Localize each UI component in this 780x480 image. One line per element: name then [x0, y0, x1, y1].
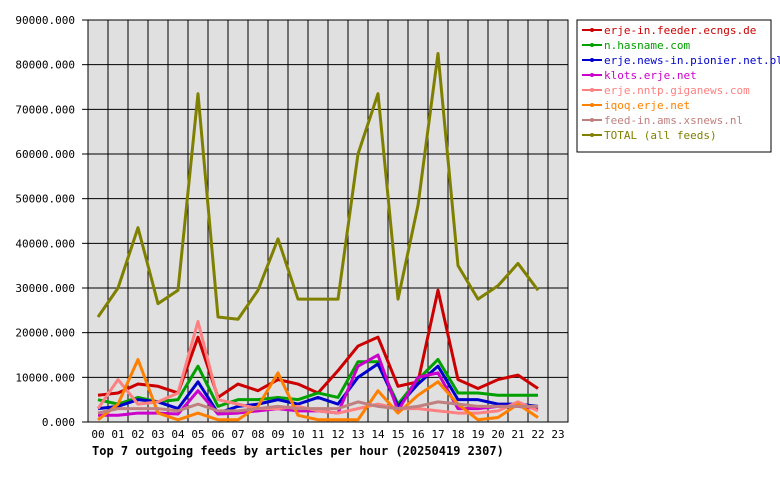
y-tick-label: 40000.000 [15, 237, 75, 250]
grid-lines [87, 19, 569, 423]
legend: erje-in.feeder.ecngs.de n.hasname.com erje… [576, 19, 780, 153]
x-tick-label: 19 [471, 428, 484, 441]
series-line [96, 320, 539, 415]
x-tick-label: 04 [171, 428, 185, 441]
x-tick-label: 15 [391, 428, 404, 441]
legend-label: erje.news-in.pionier.net.pl [604, 54, 780, 67]
y-tick-label: 20000.000 [15, 327, 75, 340]
series-lines [96, 52, 540, 422]
y-tick-label: 70000.000 [15, 103, 75, 116]
x-tick-label: 12 [331, 428, 344, 441]
plot-border [87, 19, 569, 423]
y-tick-label: 80000.000 [15, 59, 75, 72]
x-tick-label: 14 [371, 428, 385, 441]
y-tick-label: 30000.000 [15, 282, 75, 295]
legend-marker [590, 103, 594, 107]
x-tick-label: 06 [211, 428, 224, 441]
x-tick-label: 22 [531, 428, 544, 441]
x-tick-label: 08 [251, 428, 264, 441]
legend-label: feed-in.ams.xsnews.nl [604, 114, 743, 127]
legend-label: erje.nntp.giganews.com [604, 84, 750, 97]
y-tick-label: 50000.000 [15, 193, 75, 206]
x-tick-label: 03 [151, 428, 164, 441]
series-line [97, 357, 538, 408]
series-line [97, 357, 539, 422]
chart-title: Top 7 outgoing feeds by articles per hou… [92, 444, 504, 458]
legend-marker [590, 73, 594, 77]
y-tick-label: 0.000 [42, 416, 75, 429]
x-tick-label: 13 [351, 428, 364, 441]
legend-marker [590, 28, 594, 32]
x-tick-label: 09 [271, 428, 284, 441]
x-tick-label: 23 [551, 428, 564, 441]
x-tick-label: 11 [311, 428, 324, 441]
x-tick-label: 05 [191, 428, 204, 441]
x-tick-label: 10 [291, 428, 304, 441]
legend-marker [590, 58, 594, 62]
legend-label: erje-in.feeder.ecngs.de [604, 24, 756, 37]
x-tick-label: 18 [451, 428, 464, 441]
legend-label: klots.erje.net [604, 69, 697, 82]
y-tick-label: 60000.000 [15, 148, 75, 161]
legend-label: iqoq.erje.net [604, 99, 690, 112]
legend-label: TOTAL (all feeds) [604, 129, 717, 142]
y-axis-ticks: 0.000 10000.000 20000.000 30000.000 40000.00… [15, 14, 88, 429]
legend-box [576, 19, 772, 153]
legend-marker [590, 133, 594, 137]
x-tick-label: 01 [111, 428, 124, 441]
legend-marker [590, 88, 594, 92]
y-tick-label: 10000.000 [15, 371, 75, 384]
x-tick-label: 16 [411, 428, 424, 441]
legend-label: n.hasname.com [604, 39, 690, 52]
legend-marker [590, 43, 594, 47]
x-tick-label: 20 [491, 428, 504, 441]
x-axis-ticks: 00 01 02 03 04 05 06 07 08 09 10 11 12 13 14 15 16 17 18 19… [91, 428, 564, 441]
series-line [97, 362, 539, 415]
x-tick-label: 07 [231, 428, 244, 441]
x-tick-label: 17 [431, 428, 444, 441]
series-line [96, 52, 540, 321]
x-tick-label: 00 [91, 428, 104, 441]
legend-marker [590, 118, 594, 122]
x-tick-label: 02 [131, 428, 144, 441]
y-tick-label: 90000.000 [15, 14, 75, 27]
series-line [97, 400, 538, 415]
x-tick-label: 21 [511, 428, 524, 441]
